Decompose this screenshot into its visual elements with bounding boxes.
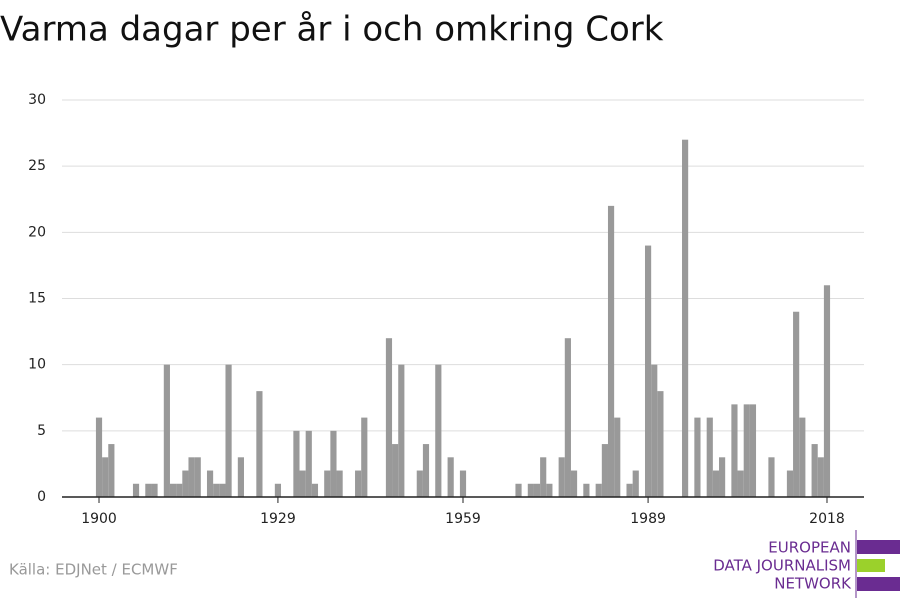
bar bbox=[361, 417, 368, 497]
bar bbox=[583, 483, 590, 497]
logo-bar bbox=[857, 559, 885, 572]
bar bbox=[731, 404, 738, 497]
bar bbox=[145, 483, 152, 497]
bar bbox=[595, 483, 602, 497]
bar bbox=[213, 483, 220, 497]
bar bbox=[706, 417, 713, 497]
bar bbox=[355, 470, 362, 497]
bar bbox=[682, 139, 689, 497]
bar bbox=[182, 470, 189, 497]
x-tick-label: 1959 bbox=[445, 511, 481, 527]
bar bbox=[540, 457, 547, 497]
bar bbox=[570, 470, 578, 497]
y-tick-label: 15 bbox=[28, 291, 46, 307]
bar bbox=[694, 417, 701, 497]
bar bbox=[626, 483, 633, 497]
x-tick-label: 2018 bbox=[809, 511, 845, 527]
bar bbox=[392, 444, 399, 497]
bar bbox=[823, 285, 831, 497]
bar bbox=[311, 483, 319, 497]
bar bbox=[644, 245, 652, 497]
bar bbox=[194, 457, 201, 497]
bar bbox=[719, 457, 726, 497]
bar bbox=[132, 483, 140, 497]
bar bbox=[108, 444, 115, 497]
y-tick-label: 0 bbox=[37, 489, 46, 505]
y-tick-label: 5 bbox=[37, 423, 46, 439]
bar bbox=[632, 470, 639, 497]
logo-text: DATA JOURNALISM bbox=[713, 557, 851, 575]
bar bbox=[151, 483, 158, 497]
bar bbox=[169, 483, 177, 497]
chart-title: Varma dagar per år i och omkring Cork bbox=[0, 10, 664, 50]
bar bbox=[607, 205, 615, 497]
bar bbox=[422, 444, 430, 497]
bar bbox=[817, 457, 824, 497]
bar bbox=[398, 364, 405, 497]
bar bbox=[737, 470, 744, 497]
bar bbox=[206, 470, 214, 497]
bar bbox=[558, 457, 565, 497]
bar bbox=[601, 444, 608, 497]
bar bbox=[95, 417, 103, 497]
bar bbox=[515, 483, 522, 497]
bar bbox=[102, 457, 109, 497]
x-tick-label: 1900 bbox=[81, 511, 117, 527]
bar bbox=[546, 483, 553, 497]
bar bbox=[459, 470, 467, 497]
bar bbox=[749, 404, 757, 497]
bar bbox=[799, 417, 806, 497]
y-tick-label: 20 bbox=[28, 224, 46, 240]
bar bbox=[293, 430, 300, 497]
bar bbox=[305, 430, 312, 497]
bar bbox=[237, 457, 244, 497]
bar bbox=[176, 483, 183, 497]
bar bbox=[533, 483, 541, 497]
x-tick-label: 1989 bbox=[630, 511, 666, 527]
y-tick-label: 30 bbox=[28, 92, 46, 108]
bar bbox=[219, 483, 226, 497]
bar bbox=[274, 483, 282, 497]
bar bbox=[614, 417, 621, 497]
x-tick-label: 1929 bbox=[260, 511, 296, 527]
bar bbox=[564, 338, 571, 497]
bar bbox=[712, 470, 720, 497]
bar bbox=[743, 404, 750, 497]
bar bbox=[416, 470, 423, 497]
bar bbox=[447, 457, 454, 497]
bar bbox=[811, 444, 818, 497]
bar bbox=[336, 470, 343, 497]
bar bbox=[651, 364, 658, 497]
bar bbox=[435, 364, 442, 497]
bar bbox=[786, 470, 794, 497]
y-tick-label: 25 bbox=[28, 158, 46, 174]
bar bbox=[385, 338, 393, 497]
bar bbox=[657, 391, 664, 497]
bar bbox=[188, 457, 195, 497]
logo-bar bbox=[857, 540, 900, 554]
bar bbox=[324, 470, 331, 497]
bar bbox=[527, 483, 534, 497]
logo-text: NETWORK bbox=[774, 575, 852, 593]
bar bbox=[330, 430, 337, 497]
bar bbox=[793, 311, 800, 497]
logo-bar bbox=[857, 577, 900, 591]
bar bbox=[768, 457, 775, 497]
bar bbox=[225, 364, 232, 497]
bar bbox=[163, 364, 170, 497]
bar bbox=[299, 470, 306, 497]
logo: EUROPEAN DATA JOURNALISM NETWORK bbox=[713, 530, 900, 598]
bar bbox=[256, 391, 263, 497]
logo-text: EUROPEAN bbox=[768, 539, 851, 557]
source: Källa: EDJNet / ECMWF bbox=[9, 561, 178, 579]
y-tick-label: 10 bbox=[28, 357, 46, 373]
